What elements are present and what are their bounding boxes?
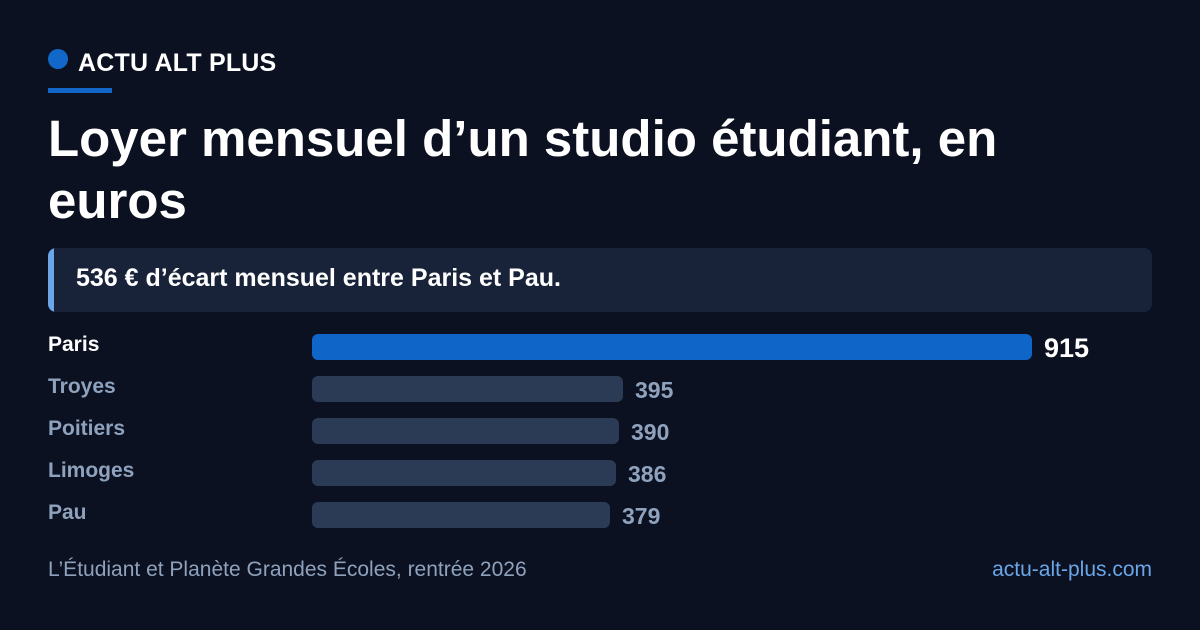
source-note: L’Étudiant et Planète Grandes Écoles, re… — [48, 558, 527, 581]
brand-underline — [48, 88, 112, 93]
category-label: Paris — [48, 333, 100, 356]
callout-text: 536 € d’écart mensuel entre Paris et Pau… — [76, 264, 561, 292]
value-label: 390 — [631, 419, 670, 445]
bar-paris — [312, 334, 1032, 360]
bar-pau — [312, 502, 610, 528]
value-label: 386 — [628, 461, 667, 487]
brand-dot-icon — [48, 49, 68, 69]
key-fact-callout: 536 € d’écart mensuel entre Paris et Pau… — [48, 248, 1152, 312]
brand-name: ACTU ALT PLUS — [78, 48, 277, 77]
bar-troyes — [312, 376, 623, 402]
value-label: 395 — [635, 377, 674, 403]
callout-accent-bar — [48, 248, 54, 312]
chart-title: Loyer mensuel d’un studio étudiant, en e… — [48, 110, 998, 229]
bar-poitiers — [312, 418, 619, 444]
category-label: Poitiers — [48, 417, 126, 440]
value-label: 915 — [1044, 333, 1090, 363]
category-label: Troyes — [48, 375, 116, 398]
category-label: Pau — [48, 501, 87, 524]
value-label: 379 — [622, 503, 661, 529]
site-link[interactable]: actu-alt-plus.com — [992, 558, 1152, 581]
brand: ACTU ALT PLUS — [48, 46, 276, 80]
category-label: Limoges — [48, 459, 135, 482]
bar-limoges — [312, 460, 616, 486]
